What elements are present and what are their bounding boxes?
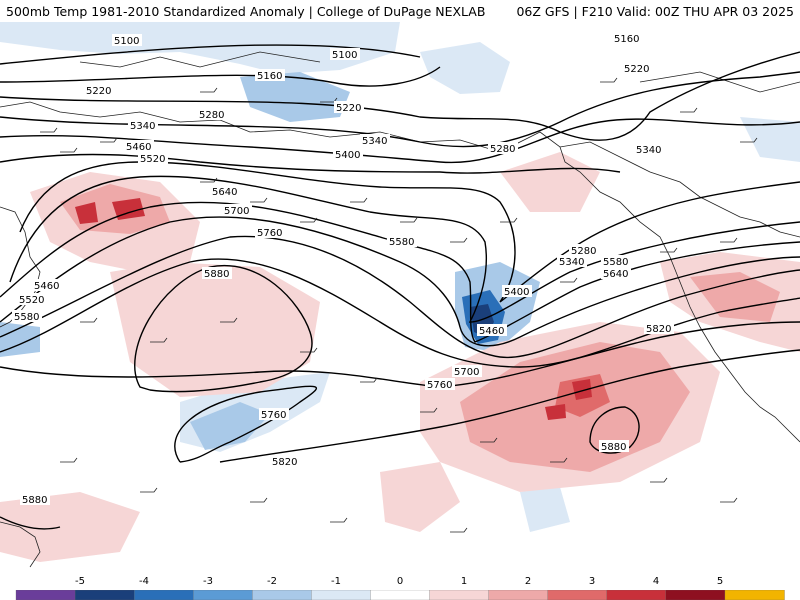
colorbar-labels: -5 -4 -3 -2 -1 0 1 2 3 4 5 — [0, 575, 800, 589]
contour-label: 5280 — [199, 110, 224, 121]
contour-label: 5880 — [22, 495, 47, 506]
colorbar-swatch — [134, 590, 194, 600]
contour-label: 5760 — [427, 380, 452, 391]
contour-label: 5160 — [257, 71, 282, 82]
contour-label: 5700 — [454, 367, 479, 378]
contour-labels: 5100 5100 5160 5160 5220 5220 5220 5280 … — [12, 32, 674, 506]
colorbar-swatch — [724, 590, 785, 600]
colorbar-swatch — [311, 590, 372, 600]
contour-label: 5880 — [601, 442, 626, 453]
colorbar-label: 4 — [652, 576, 660, 587]
colorbar-swatch — [370, 590, 431, 600]
contour-label: 5400 — [504, 287, 529, 298]
contour-label: 5460 — [479, 326, 504, 337]
colorbar-label: -3 — [203, 576, 213, 587]
colorbar-label: -1 — [331, 576, 341, 587]
colorbar-swatches — [15, 590, 785, 600]
contour-label: 5640 — [212, 187, 237, 198]
model-run-info: 06Z GFS | F210 Valid: 00Z THU APR 03 202… — [516, 4, 794, 19]
colorbar-label: 5 — [716, 576, 724, 587]
contour-label: 5280 — [490, 144, 515, 155]
contour-label: 5220 — [336, 103, 361, 114]
colorbar-label: 2 — [524, 576, 532, 587]
contour-label: 5220 — [624, 64, 649, 75]
positive-anomaly-shading — [0, 152, 800, 562]
contour-label: 5280 — [571, 246, 596, 257]
colorbar-label: 3 — [588, 576, 596, 587]
contour-label: 5520 — [19, 295, 44, 306]
map-title: 500mb Temp 1981-2010 Standardized Anomal… — [6, 4, 486, 19]
contour-label: 5580 — [603, 257, 628, 268]
colorbar-label: -2 — [267, 576, 277, 587]
contour-label: 5460 — [126, 142, 151, 153]
colorbar-swatch — [193, 590, 253, 600]
colorbar-label: 1 — [460, 576, 468, 587]
colorbar-swatch — [606, 590, 667, 600]
wind-barbs — [40, 77, 758, 533]
contour-label: 5340 — [362, 136, 387, 147]
contour-label: 5760 — [257, 228, 282, 239]
contour-label: 5100 — [114, 36, 139, 47]
contour-label: 5760 — [261, 410, 286, 421]
map-header: 500mb Temp 1981-2010 Standardized Anomal… — [0, 0, 800, 22]
contour-label: 5880 — [204, 269, 229, 280]
colorbar-swatch — [252, 590, 313, 600]
contour-label: 5640 — [603, 269, 628, 280]
colorbar-swatch — [429, 590, 490, 600]
height-contours — [0, 44, 800, 530]
contour-label: 5220 — [86, 86, 111, 97]
contour-label: 5340 — [636, 145, 661, 156]
contour-label: 5340 — [130, 121, 155, 132]
colorbar-swatch — [547, 590, 608, 600]
contour-label: 5460 — [34, 281, 59, 292]
contour-label: 5820 — [272, 457, 297, 468]
anomaly-map: 5100 5100 5160 5160 5220 5220 5220 5280 … — [0, 22, 800, 575]
colorbar: -5 -4 -3 -2 -1 0 1 2 3 4 5 — [0, 575, 800, 600]
contour-label: 5160 — [614, 34, 639, 45]
colorbar-label: -5 — [75, 576, 85, 587]
contour-label: 5700 — [224, 206, 249, 217]
contour-label: 5580 — [389, 237, 414, 248]
colorbar-swatch — [15, 590, 76, 600]
colorbar-label: -4 — [139, 576, 149, 587]
contour-label: 5100 — [332, 50, 357, 61]
colorbar-swatch — [488, 590, 549, 600]
contour-label: 5520 — [140, 154, 165, 165]
colorbar-label: 0 — [396, 576, 404, 587]
contour-label: 5580 — [14, 312, 39, 323]
contour-label: 5400 — [335, 150, 360, 161]
contour-label: 5820 — [646, 324, 671, 335]
colorbar-swatch — [665, 590, 726, 600]
contour-label: 5340 — [559, 257, 584, 268]
colorbar-swatch — [74, 590, 135, 600]
